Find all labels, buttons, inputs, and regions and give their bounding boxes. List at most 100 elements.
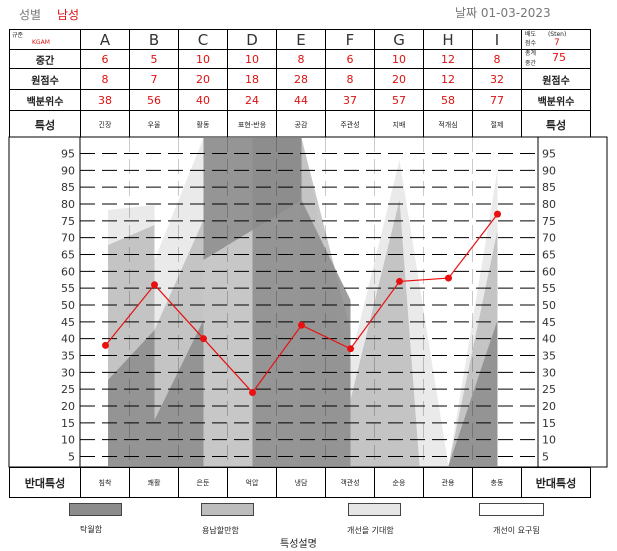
y-tick-label-left: 35 <box>61 350 75 363</box>
gridlines <box>80 137 537 467</box>
opposite-cell: 관용 <box>423 467 473 498</box>
report-date: 날짜 01-03-2023 <box>455 6 551 20</box>
y-tick-label-left: 15 <box>61 417 75 430</box>
data-point <box>102 341 109 349</box>
legend-label: 용납할만함 <box>202 526 239 535</box>
opposite-cell: 순응 <box>374 467 424 498</box>
y-tick-label-right: 5 <box>542 451 549 464</box>
legend-swatch-improve <box>348 503 401 516</box>
legend-label: 개선을 기대함 <box>347 526 394 535</box>
data-point <box>347 345 354 353</box>
opposite-row-label-right: 반대특성 <box>521 467 591 498</box>
norm-value: KGAM <box>32 39 50 46</box>
y-tick-label-left: 60 <box>61 265 75 278</box>
y-tick-label-right: 95 <box>542 148 556 161</box>
y-tick-label-right: 25 <box>542 383 556 396</box>
y-tick-label-right: 85 <box>542 181 556 194</box>
y-tick-label-left: 70 <box>61 232 75 245</box>
percentile-cell: 37 <box>325 89 375 111</box>
norm-band-excellent <box>252 138 302 466</box>
y-tick-label-left: 50 <box>61 299 75 312</box>
y-tick-label-right: 40 <box>542 333 556 346</box>
y-tick-label-right: 20 <box>542 400 556 413</box>
y-tick-label-left: 85 <box>61 181 75 194</box>
percentile-cell: 56 <box>129 89 179 111</box>
norm-band-excellent <box>301 200 351 466</box>
norm-bands <box>108 138 498 466</box>
y-tick-label-right: 15 <box>542 417 556 430</box>
y-tick-label-left: 45 <box>61 316 75 329</box>
opposite-cell: 충동 <box>472 467 522 498</box>
data-point <box>298 321 305 329</box>
total-line1: 총계 <box>525 50 537 58</box>
sten-value: 7 <box>553 38 560 48</box>
percentile-cell: 77 <box>472 89 522 111</box>
gender-label: 성별 <box>19 8 42 22</box>
gender-value: 남성 <box>57 8 80 22</box>
legend-swatch-needed <box>479 503 544 516</box>
data-point <box>494 210 501 218</box>
y-tick-label-left: 75 <box>61 215 75 228</box>
y-tick-label-right: 70 <box>542 232 556 245</box>
opposite-cell: 쾌활 <box>129 467 179 498</box>
trait-row: 특성 긴장 우울 활동 표현-반응 공감 주관성 지배 적개심 절제 특성 <box>9 110 591 139</box>
sten-cell: 10 <box>374 49 424 69</box>
y-tick-label-right: 30 <box>542 366 556 379</box>
y-tick-label-right: 80 <box>542 198 556 211</box>
sten-line1: 배도 <box>525 31 537 38</box>
y-tick-label-left: 95 <box>61 148 75 161</box>
sten-line2: 점수 <box>525 40 537 47</box>
raw-cell: 18 <box>227 68 277 90</box>
y-tick-label-left: 80 <box>61 198 75 211</box>
legend-swatch-excellent <box>69 503 122 516</box>
y-tick-label-left: 20 <box>61 400 75 413</box>
legend-label: 개선이 요구됨 <box>493 526 540 535</box>
y-tick-label-left: 10 <box>61 434 75 447</box>
legend-title: 특성설명 <box>280 539 317 550</box>
opposite-cell: 억압 <box>227 467 277 498</box>
y-tick-label-left: 30 <box>61 366 75 379</box>
total-value: 75 <box>551 51 566 64</box>
norm-label: 규준 <box>12 32 24 39</box>
sten-word: (Sten) <box>547 31 567 38</box>
norm-band-excellent <box>154 320 204 466</box>
y-tick-label-left: 55 <box>61 282 75 295</box>
y-tick-label-right: 45 <box>542 316 556 329</box>
norm-band-acceptable <box>350 200 420 466</box>
opposite-table: 반대특성 침착 쾌활 은둔 억압 냉담 객관성 순응 관용 충동 반대특성 <box>9 467 591 498</box>
y-tick-label-right: 65 <box>542 249 556 262</box>
data-point <box>445 274 452 282</box>
data-point <box>151 281 158 289</box>
y-tick-label-left: 25 <box>61 383 75 396</box>
y-tick-label-right: 50 <box>542 299 556 312</box>
y-tick-label-right: 35 <box>542 350 556 363</box>
norm-band-excellent <box>108 330 155 466</box>
y-tick-label-left: 65 <box>61 249 75 262</box>
y-tick-label-left: 5 <box>68 451 75 464</box>
total-line2: 중간 <box>525 60 537 67</box>
opposite-cell: 냉담 <box>276 467 326 498</box>
opposite-cell: 은둔 <box>178 467 228 498</box>
score-table: 규준 KGAM A B C D E F G H I 배도 (Sten) 점수 7… <box>9 29 591 139</box>
opposite-cell: 객관성 <box>325 467 375 498</box>
raw-cell: 28 <box>276 68 326 90</box>
legend-swatch-acceptable <box>201 503 254 516</box>
y-tick-label-left: 90 <box>61 164 75 177</box>
norm-band-excellent <box>448 320 498 466</box>
trait-cell: 적개심 <box>423 110 473 139</box>
y-tick-label-right: 90 <box>542 164 556 177</box>
profile-series <box>102 210 501 397</box>
y-tick-label-right: 60 <box>542 265 556 278</box>
trait-row-label-right: 특성 <box>521 110 591 139</box>
data-point <box>396 277 403 285</box>
data-point <box>249 389 256 397</box>
opposite-cell: 침착 <box>80 467 130 498</box>
opposite-row-label: 반대특성 <box>9 467 81 498</box>
y-tick-label-right: 10 <box>542 434 556 447</box>
data-point <box>200 335 207 343</box>
y-tick-label-right: 55 <box>542 282 556 295</box>
legend-label: 탁월함 <box>80 525 103 534</box>
y-tick-label-right: 75 <box>542 215 556 228</box>
